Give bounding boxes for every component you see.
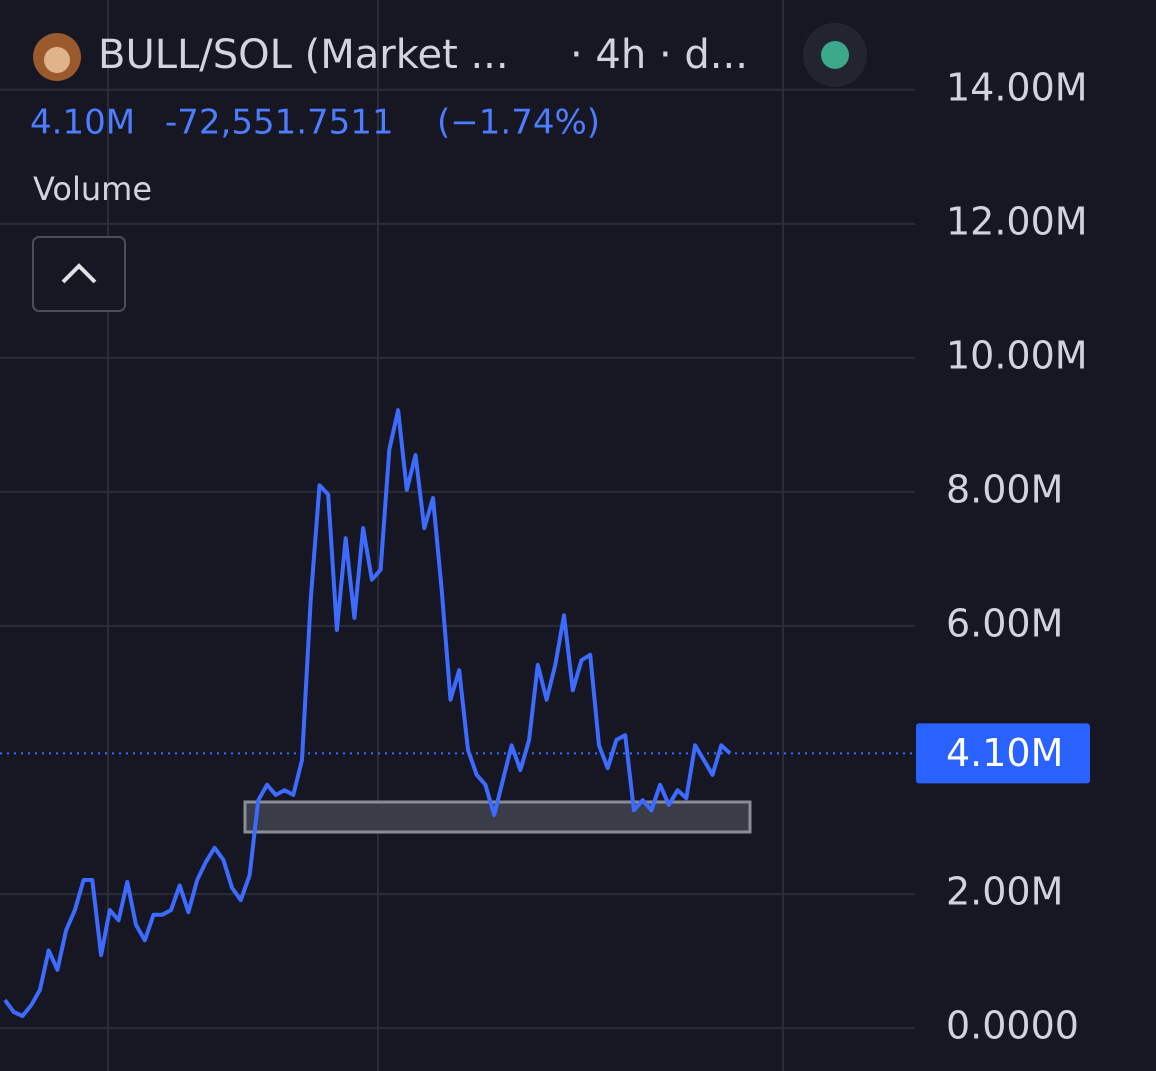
interval: · 4h · d... xyxy=(570,32,748,78)
legend-change-pct: (−1.74%) xyxy=(437,103,600,143)
collapse-button[interactable] xyxy=(32,236,126,312)
y-tick-label: 8.00M xyxy=(946,467,1063,511)
token-icon-face xyxy=(44,47,70,73)
y-tick-label: 10.00M xyxy=(946,333,1088,377)
legend-change: -72,551.7511 xyxy=(165,103,394,143)
y-tick-label: 6.00M xyxy=(946,601,1063,645)
indicator-label: Volume xyxy=(33,170,152,208)
chevron-up xyxy=(61,263,97,284)
y-tick-label: 12.00M xyxy=(946,199,1088,243)
y-axis: 0.0000 2.00M 6.00M 8.00M 10.00M 12.00M 14.00M 4… xyxy=(916,65,1090,1048)
line-series xyxy=(3,408,732,1018)
y-tick-label: 0.0000 xyxy=(946,1004,1079,1048)
last-price-label: 4.10M xyxy=(946,731,1063,775)
vertical-grid xyxy=(107,0,784,1071)
plot xyxy=(0,408,915,1018)
legend-price: 4.10M xyxy=(30,103,135,143)
symbol: BULL/SOL (Market ... xyxy=(98,32,509,78)
status-dot xyxy=(821,41,849,69)
horizontal-grid xyxy=(0,88,915,1030)
y-tick-label: 2.00M xyxy=(946,870,1063,914)
y-tick-label: 14.00M xyxy=(946,65,1088,109)
last-price-box xyxy=(916,723,1090,784)
